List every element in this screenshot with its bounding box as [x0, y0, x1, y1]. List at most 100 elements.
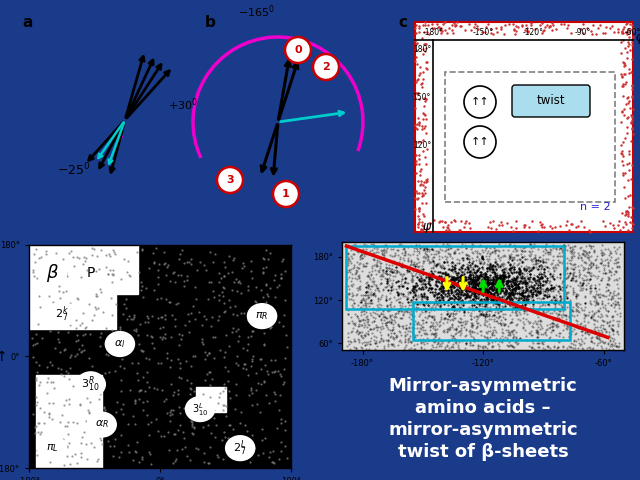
Point — [524, 248, 534, 256]
Point — [353, 300, 363, 308]
Point — [593, 339, 603, 347]
Point — [515, 267, 525, 275]
Point — [536, 339, 547, 347]
Point — [223, 434, 233, 442]
Point — [505, 240, 515, 248]
Point — [255, 380, 266, 388]
Point — [454, 272, 465, 280]
Point — [176, 272, 186, 279]
Point — [490, 270, 500, 277]
Point — [438, 240, 448, 248]
Point — [381, 264, 392, 272]
Point — [413, 300, 423, 308]
Point — [484, 291, 494, 299]
Point — [539, 294, 549, 302]
Point — [396, 253, 406, 261]
Point — [513, 284, 524, 292]
Point — [403, 335, 413, 342]
Point — [482, 274, 492, 281]
Point — [529, 275, 540, 283]
Point — [393, 291, 403, 299]
Point — [395, 336, 405, 344]
Point — [420, 313, 431, 321]
Point — [129, 326, 139, 334]
Point — [492, 299, 502, 306]
Point — [447, 266, 458, 274]
Point — [403, 304, 413, 312]
Point — [548, 322, 558, 329]
Point — [608, 326, 618, 334]
Point — [609, 260, 620, 267]
Point — [220, 433, 230, 441]
Point — [414, 242, 424, 250]
Point — [182, 276, 192, 284]
Point — [72, 336, 83, 344]
Point — [185, 412, 195, 420]
Point — [258, 264, 268, 272]
Point — [473, 287, 483, 295]
Point — [450, 338, 460, 346]
Point — [511, 338, 521, 346]
Point — [468, 257, 478, 264]
Point — [497, 276, 508, 284]
Point — [40, 276, 51, 284]
Point — [189, 423, 199, 431]
Point — [433, 339, 444, 347]
Point — [559, 245, 570, 253]
Point — [434, 298, 444, 305]
Point — [398, 263, 408, 271]
Point — [444, 337, 454, 345]
Point — [485, 279, 495, 287]
Point — [511, 276, 522, 283]
Point — [388, 285, 398, 292]
Point — [212, 451, 222, 458]
Point — [533, 333, 543, 341]
Point — [556, 244, 566, 252]
Point — [141, 369, 152, 376]
Point — [462, 317, 472, 325]
Point — [419, 324, 429, 331]
Point — [496, 280, 506, 288]
Point — [74, 254, 84, 262]
Point — [577, 276, 588, 284]
Point — [368, 240, 378, 248]
Point — [509, 265, 520, 273]
Point — [472, 249, 482, 257]
Point — [163, 429, 173, 436]
Text: 120°: 120° — [413, 141, 431, 150]
Point — [474, 289, 484, 297]
Point — [589, 293, 600, 300]
Point — [62, 442, 72, 450]
Point — [536, 285, 547, 293]
Point — [494, 254, 504, 262]
Point — [215, 347, 225, 354]
Point — [385, 287, 396, 294]
Point — [514, 290, 524, 298]
Point — [463, 264, 474, 272]
Point — [551, 316, 561, 324]
Point — [415, 338, 426, 346]
Point — [537, 298, 547, 305]
Point — [493, 262, 503, 270]
Point — [371, 337, 381, 345]
Point — [202, 421, 212, 429]
Point — [522, 266, 532, 274]
Point — [166, 312, 177, 319]
Point — [520, 326, 531, 334]
Point — [432, 293, 442, 301]
Point — [491, 317, 501, 324]
Point — [407, 311, 417, 319]
Point — [210, 333, 220, 341]
Point — [512, 321, 522, 328]
Point — [509, 264, 519, 271]
Point — [497, 276, 508, 284]
Point — [383, 305, 393, 312]
Point — [410, 291, 420, 299]
Point — [77, 320, 88, 327]
Point — [532, 259, 543, 267]
Point — [584, 261, 594, 269]
Point — [133, 376, 143, 384]
Point — [522, 255, 532, 263]
Point — [214, 269, 224, 276]
Point — [179, 404, 189, 412]
